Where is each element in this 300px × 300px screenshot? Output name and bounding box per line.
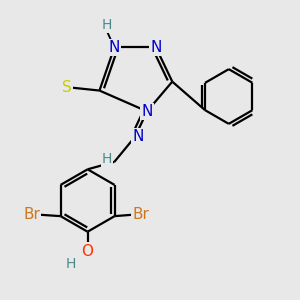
Text: N: N [132, 129, 144, 144]
Text: N: N [150, 40, 162, 55]
Text: Br: Br [23, 207, 40, 222]
Text: H: H [102, 18, 112, 32]
Text: H: H [102, 152, 112, 166]
Text: N: N [141, 104, 153, 119]
Text: O: O [82, 244, 94, 259]
Text: S: S [62, 80, 72, 95]
Text: Br: Br [132, 207, 149, 222]
Text: N: N [109, 40, 120, 55]
Text: H: H [66, 257, 76, 272]
